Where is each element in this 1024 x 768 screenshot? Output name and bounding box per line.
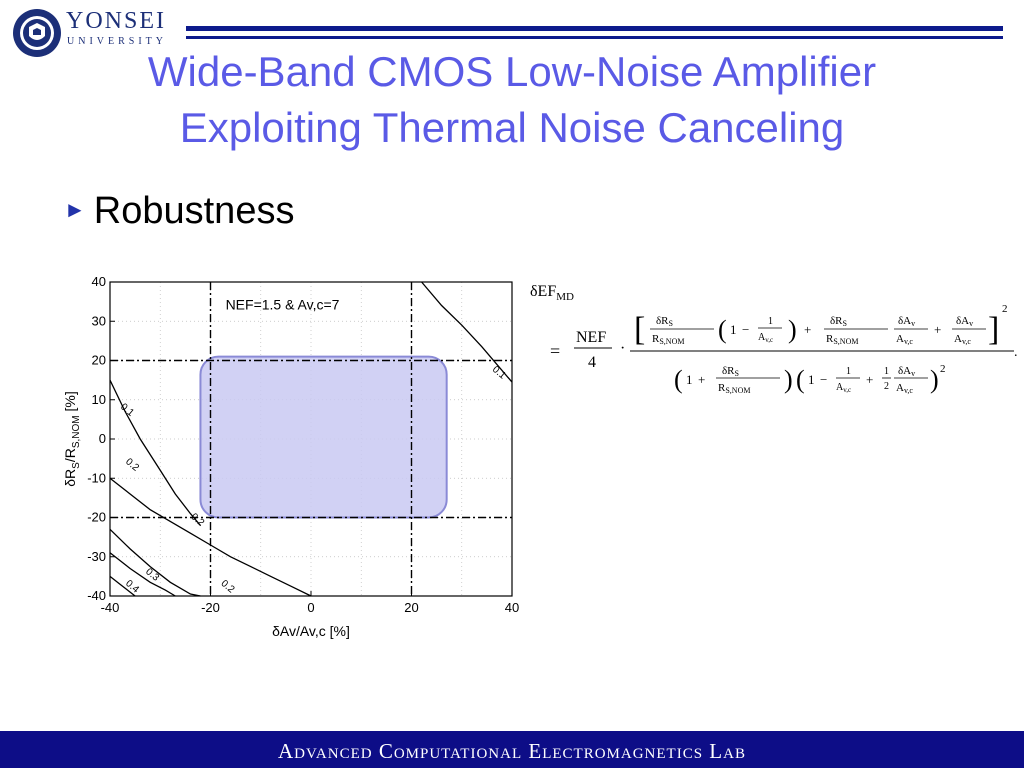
formula-equals: = bbox=[550, 341, 560, 361]
formula-num-drs: δRS bbox=[656, 315, 673, 328]
x-tick-label: 40 bbox=[505, 600, 519, 615]
formula-nef: NEF bbox=[576, 329, 606, 346]
contour-line bbox=[421, 281, 513, 383]
footer-bar: Advanced Computational Electromagnetics … bbox=[0, 731, 1024, 768]
formula-one-a: 1 bbox=[730, 322, 737, 337]
formula-den-plus-b: + bbox=[866, 372, 873, 387]
y-axis-label: δRS/RS,NOM [%] bbox=[62, 391, 82, 486]
formula-bracket-left: [ bbox=[634, 311, 645, 348]
robustness-contour-chart: 0.10.10.20.20.20.30.4-40 -20 0 20 4040302010… bbox=[62, 274, 519, 639]
x-tick-label: -40 bbox=[101, 600, 120, 615]
header-rule-thin bbox=[186, 36, 1003, 39]
y-tick-label: 20 bbox=[92, 353, 106, 368]
y-tick-label: -10 bbox=[87, 470, 106, 485]
formula-den-avc: Av,c bbox=[836, 382, 851, 394]
formula-den-minus: − bbox=[820, 372, 827, 387]
x-tick-label: 0 bbox=[307, 600, 314, 615]
formula-plus-b: + bbox=[934, 322, 941, 337]
formula-lhs: δEFMD bbox=[530, 283, 574, 303]
formula-four: 4 bbox=[588, 354, 596, 371]
bullet-text: Robustness bbox=[93, 190, 295, 232]
formula-frac-one: 1 bbox=[768, 316, 773, 327]
formula-avc-a: Av,c bbox=[896, 333, 913, 346]
header-rule-thick bbox=[186, 26, 1003, 31]
formula-square-b: 2 bbox=[940, 363, 946, 375]
contour-line bbox=[109, 477, 312, 597]
formula-den-dav: δAv bbox=[898, 365, 915, 378]
formula-num-drs-b: δRS bbox=[830, 315, 847, 328]
contour-line bbox=[109, 575, 136, 597]
y-tick-label: -40 bbox=[87, 588, 106, 603]
formula-den-avc-b: Av,c bbox=[896, 382, 913, 395]
formula-paren-open: ( bbox=[718, 315, 727, 344]
formula-half-den: 2 bbox=[884, 381, 889, 392]
formula-den-one: 1 bbox=[686, 372, 693, 387]
bullet-arrow-icon: ► bbox=[64, 197, 86, 222]
bullet-item: ► Robustness bbox=[64, 190, 294, 233]
formula-plus-a: + bbox=[804, 322, 811, 337]
formula-den-one-b: 1 bbox=[808, 372, 815, 387]
contour-line bbox=[109, 379, 201, 526]
formula-bracket-right: ] bbox=[988, 311, 999, 348]
y-tick-label: -20 bbox=[87, 510, 106, 525]
formula-den-paren-open: ( bbox=[674, 365, 683, 394]
x-tick-label: 20 bbox=[404, 600, 418, 615]
robustness-region bbox=[199, 355, 448, 519]
y-tick-label: 10 bbox=[92, 392, 106, 407]
formula-period: . bbox=[1014, 345, 1018, 360]
formula-dav-b: δAv bbox=[956, 315, 973, 328]
formula-minus-a: − bbox=[742, 322, 749, 337]
formula-av-c: Av,c bbox=[758, 332, 773, 344]
formula-dot: · bbox=[620, 340, 625, 357]
formula-den-drs: δRS bbox=[722, 365, 739, 378]
footer-lab-name: Advanced Computational Electromagnetics … bbox=[278, 739, 746, 763]
formula-den-plus: + bbox=[698, 372, 705, 387]
formula-half-num: 1 bbox=[884, 366, 889, 377]
nef-formula: δEFMD = NEF 4 · [ δRS RS,NOM ( 1 − 1 Av,… bbox=[530, 283, 1018, 395]
university-logo-subtitle: UNIVERSITY bbox=[67, 36, 167, 47]
slide-title: Wide-Band CMOS Low-Noise Amplifier Explo… bbox=[60, 44, 964, 156]
y-tick-label: 30 bbox=[92, 313, 106, 328]
formula-den-paren-close: ) bbox=[784, 365, 793, 394]
formula-rsnom-b: RS,NOM bbox=[826, 333, 858, 346]
formula-avc-b: Av,c bbox=[954, 333, 971, 346]
slide-title-line-2: Exploiting Thermal Noise Canceling bbox=[179, 104, 845, 151]
x-axis-label: δAv/Av,c [%] bbox=[272, 623, 350, 639]
contour-line bbox=[109, 528, 201, 597]
formula-square-a: 2 bbox=[1002, 303, 1008, 315]
formula-den-paren2-open: ( bbox=[796, 365, 805, 394]
formula-num-rsnom: RS,NOM bbox=[652, 333, 684, 346]
y-tick-label: 0 bbox=[99, 431, 106, 446]
university-seal-icon bbox=[13, 9, 61, 57]
x-tick-label: -20 bbox=[201, 600, 220, 615]
formula-paren-close: ) bbox=[788, 315, 797, 344]
formula-den-frac-one: 1 bbox=[846, 366, 851, 377]
formula-den-rsnom: RS,NOM bbox=[718, 382, 750, 395]
university-logo-name: YONSEI bbox=[66, 8, 166, 34]
y-tick-label: -30 bbox=[87, 549, 106, 564]
formula-dav-a: δAv bbox=[898, 315, 915, 328]
slide-title-line-1: Wide-Band CMOS Low-Noise Amplifier bbox=[147, 48, 877, 95]
formula-den-paren2-close: ) bbox=[930, 365, 939, 394]
y-tick-label: 40 bbox=[92, 274, 106, 289]
contour-line bbox=[109, 552, 176, 597]
chart-annotation: NEF=1.5 & Av,c=7 bbox=[226, 296, 340, 312]
